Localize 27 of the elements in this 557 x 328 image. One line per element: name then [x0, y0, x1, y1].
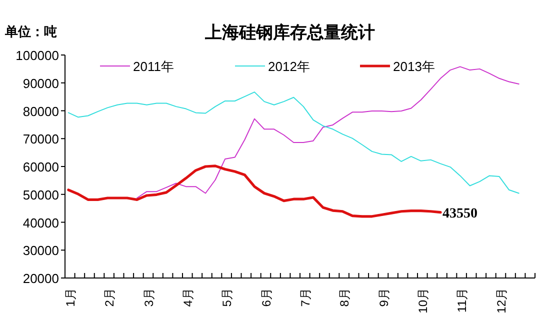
x-tick-label: 9月 — [376, 288, 391, 307]
y-tick-label: 80000 — [22, 104, 59, 119]
x-tick-label: 5月 — [220, 288, 234, 307]
y-axis-title: 单位：吨 — [4, 24, 57, 39]
x-tick-label: 12月 — [494, 288, 508, 314]
x-tick-label: 1月 — [63, 288, 78, 307]
x-tick-label: 4月 — [180, 288, 195, 307]
x-tick-label: 6月 — [259, 288, 274, 307]
y-tick-label: 70000 — [22, 132, 59, 147]
y-tick-label: 20000 — [22, 271, 59, 286]
x-tick-label: 3月 — [142, 288, 156, 307]
data-label: 43550 — [442, 206, 478, 222]
y-tick-label: 50000 — [22, 187, 59, 202]
x-tick-label: 7月 — [298, 288, 312, 307]
y-tick-label: 100000 — [16, 48, 59, 63]
x-tick-label: 8月 — [338, 288, 352, 307]
x-tick-label: 2月 — [102, 288, 117, 307]
legend-label: 2012年 — [268, 59, 310, 74]
y-tick-label: 90000 — [22, 76, 59, 91]
y-tick-label: 60000 — [22, 160, 59, 174]
x-tick-label: 10月 — [416, 288, 430, 314]
legend-label: 2013年 — [393, 59, 435, 74]
y-tick-label: 40000 — [22, 215, 59, 230]
legend-label: 2011年 — [133, 59, 174, 74]
chart-title: 上海硅钢库存总量统计 — [204, 23, 375, 42]
x-tick-label: 11月 — [455, 288, 470, 312]
y-tick-label: 30000 — [22, 243, 59, 258]
